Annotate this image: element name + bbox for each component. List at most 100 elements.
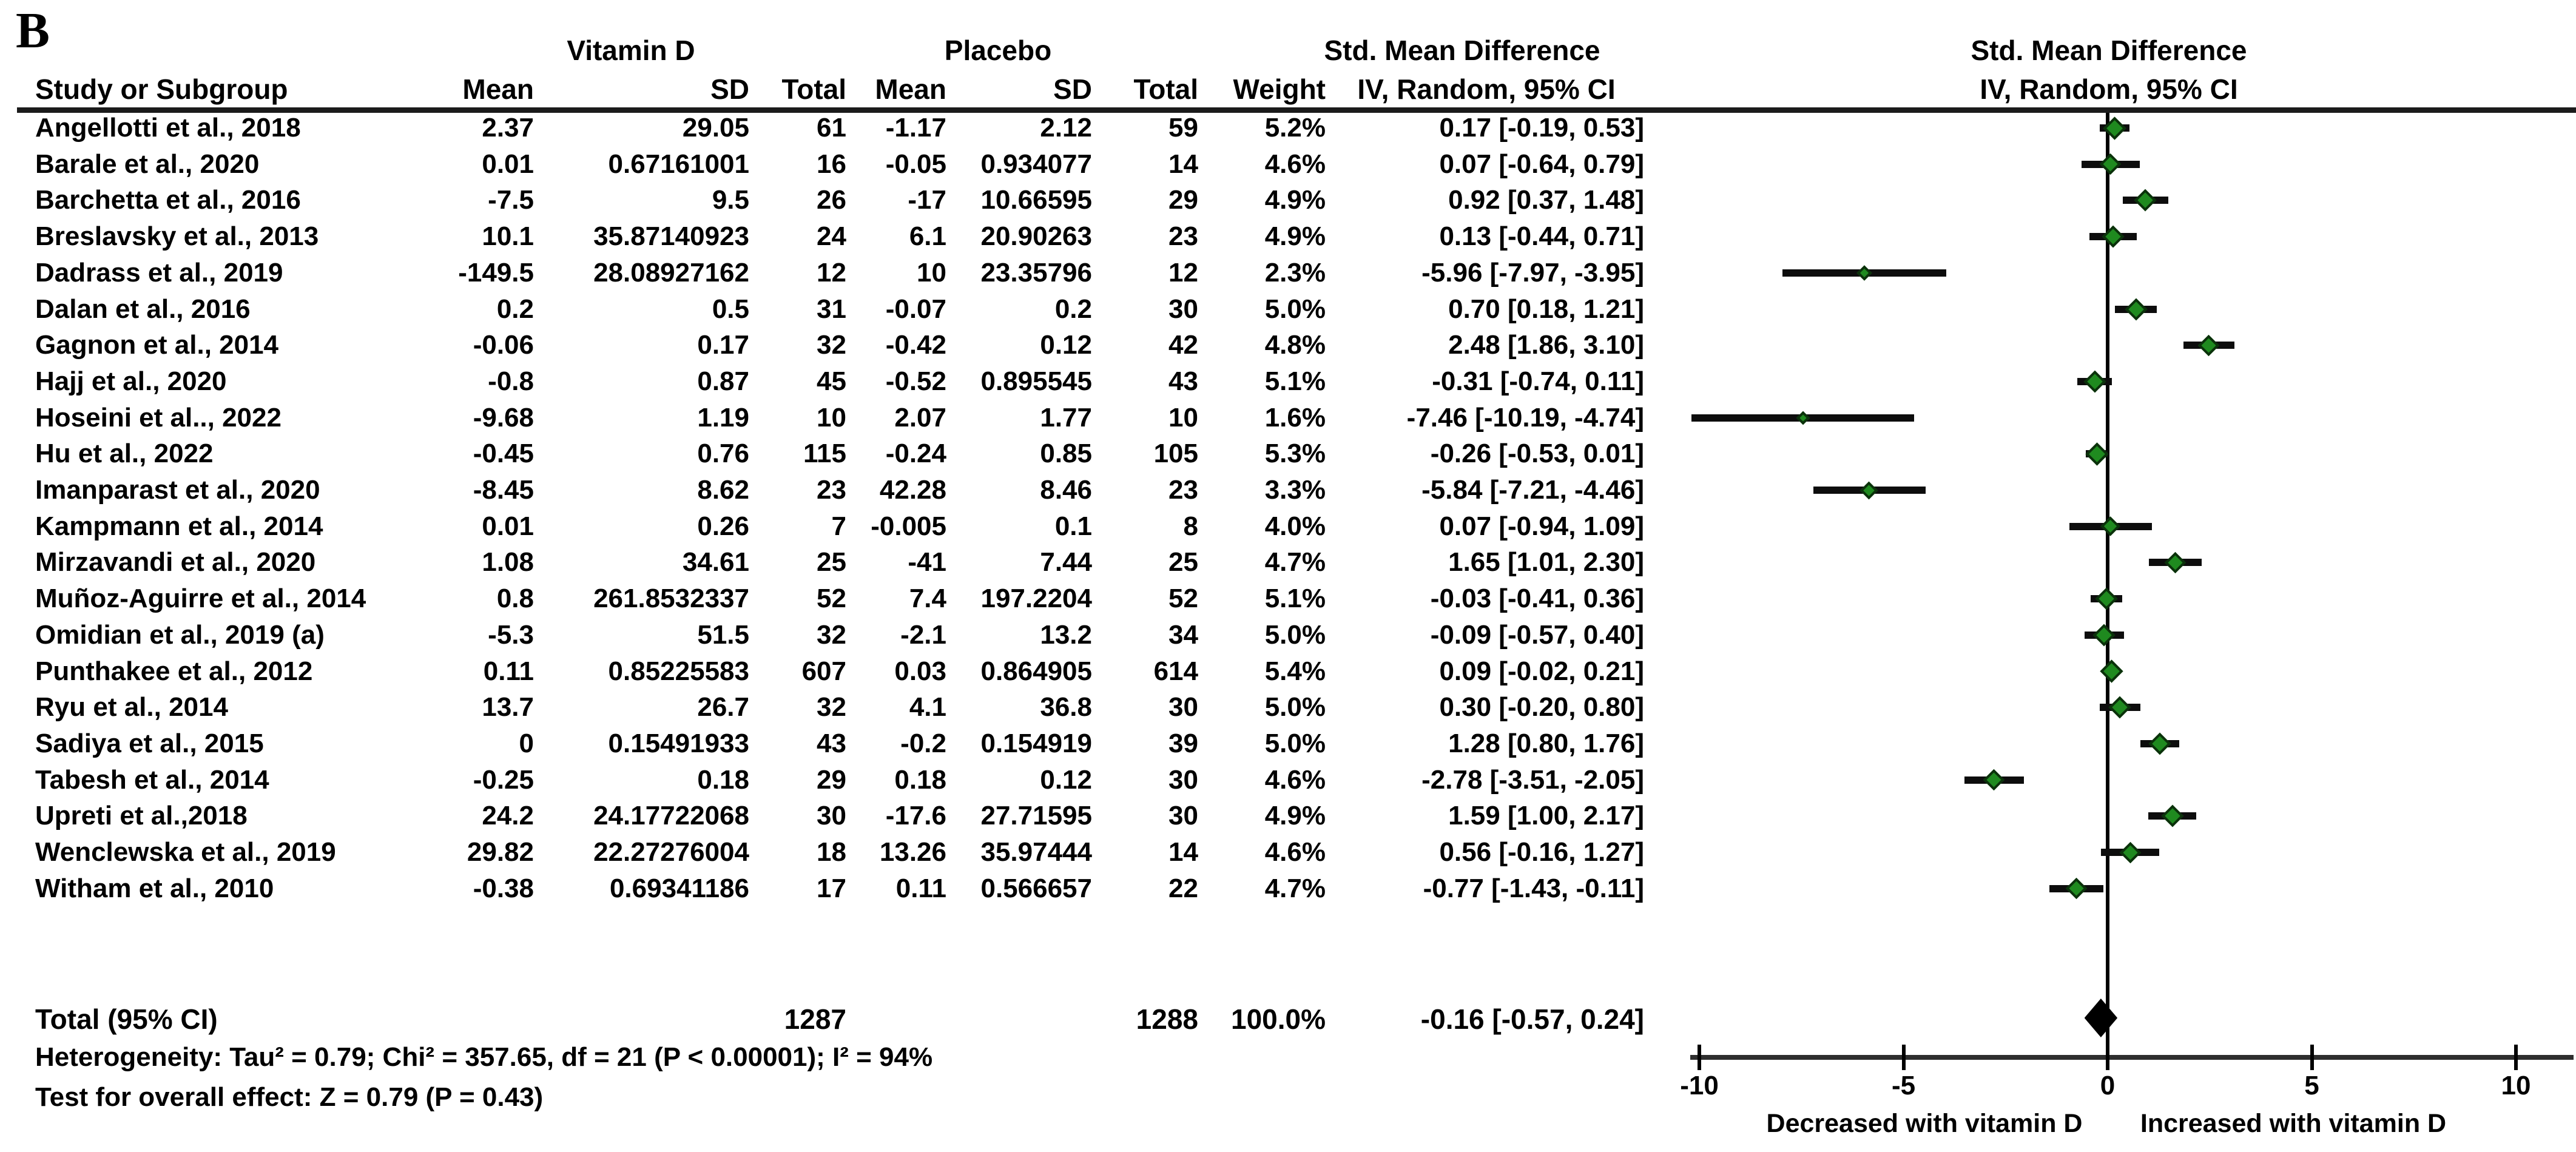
pl-total-cell: 59 bbox=[1168, 113, 1198, 143]
vd-total-cell: 16 bbox=[817, 149, 846, 179]
study-marker bbox=[1983, 769, 2005, 791]
vd-mean-header: Mean bbox=[462, 73, 534, 105]
study-marker bbox=[2134, 189, 2157, 212]
study-marker bbox=[2092, 624, 2116, 647]
pl-sd-cell: 20.90263 bbox=[980, 221, 1092, 252]
pl-total-cell: 22 bbox=[1168, 873, 1198, 903]
pl-sd-cell: 8.46 bbox=[1040, 475, 1092, 505]
pl-mean-cell: -0.2 bbox=[900, 728, 946, 758]
ci-text-cell: -0.26 [-0.53, 0.01] bbox=[1430, 439, 1644, 469]
vd-mean-cell: -0.8 bbox=[488, 366, 534, 396]
x-axis-tick-label: -10 bbox=[1680, 1071, 1719, 1100]
ci-text-cell: 1.28 [0.80, 1.76] bbox=[1448, 728, 1644, 758]
vd-mean-cell: 0 bbox=[519, 728, 534, 758]
ci-text-cell: -0.31 [-0.74, 0.11] bbox=[1432, 366, 1644, 396]
axis-note-decreased: Decreased with vitamin D bbox=[1766, 1109, 2083, 1138]
ci-text-cell: -0.09 [-0.57, 0.40] bbox=[1430, 619, 1644, 650]
vd-mean-cell: -8.45 bbox=[473, 475, 534, 505]
study-marker bbox=[2100, 153, 2122, 175]
pl-mean-header: Mean bbox=[875, 73, 946, 105]
pl-sd-cell: 1.77 bbox=[1040, 402, 1092, 433]
pl-mean-cell: -17.6 bbox=[885, 801, 946, 831]
study-marker bbox=[2164, 551, 2186, 574]
vd-mean-cell: -7.5 bbox=[488, 185, 534, 215]
pl-mean-cell: 0.11 bbox=[895, 873, 946, 903]
pl-sd-cell: 0.1 bbox=[1054, 511, 1092, 541]
vd-mean-cell: -149.5 bbox=[458, 257, 534, 288]
weight-cell: 2.3% bbox=[1264, 257, 1326, 288]
x-axis-tick-label: -5 bbox=[1891, 1071, 1916, 1100]
ci-text-cell: 0.92 [0.37, 1.48] bbox=[1448, 185, 1644, 215]
pl-mean-cell: -17 bbox=[908, 185, 946, 215]
pl-mean-cell: 4.1 bbox=[909, 692, 946, 723]
pl-total-cell: 42 bbox=[1168, 330, 1198, 360]
weight-cell: 5.0% bbox=[1264, 728, 1326, 758]
x-axis-tick-label: 5 bbox=[2304, 1071, 2319, 1100]
x-axis-line bbox=[1690, 1055, 2574, 1060]
x-axis-tick bbox=[2310, 1045, 2314, 1070]
weight-cell: 5.1% bbox=[1264, 584, 1326, 614]
pl-mean-cell: 7.4 bbox=[909, 584, 946, 614]
weight-cell: 4.9% bbox=[1264, 185, 1326, 215]
pl-sd-cell: 0.12 bbox=[1040, 330, 1092, 360]
study-marker bbox=[2198, 334, 2220, 356]
study-name-cell: Punthakee et al., 2012 bbox=[35, 656, 313, 686]
vd-mean-cell: 0.8 bbox=[496, 584, 534, 614]
x-axis-tick bbox=[2514, 1045, 2518, 1070]
vd-total-cell: 24 bbox=[817, 221, 846, 252]
ci-text-cell: 0.07 [-0.94, 1.09] bbox=[1439, 511, 1644, 541]
ci-text-cell: -5.84 [-7.21, -4.46] bbox=[1421, 475, 1644, 505]
pl-total-cell: 12 bbox=[1168, 257, 1198, 288]
study-name-cell: Witham et al., 2010 bbox=[35, 873, 274, 903]
axis-note-increased: Increased with vitamin D bbox=[2140, 1109, 2447, 1138]
ci-text-cell: 0.70 [0.18, 1.21] bbox=[1448, 294, 1644, 324]
vd-sd-cell: 0.85225583 bbox=[608, 656, 749, 686]
vd-mean-cell: 0.2 bbox=[496, 294, 534, 324]
study-column-header: Study or Subgroup bbox=[35, 73, 288, 105]
vd-total-cell: 43 bbox=[817, 728, 846, 758]
study-marker bbox=[1856, 265, 1872, 281]
study-name-cell: Dalan et al., 2016 bbox=[35, 294, 251, 324]
pl-total-cell: 30 bbox=[1168, 801, 1198, 831]
vd-total-cell: 52 bbox=[817, 584, 846, 614]
vd-mean-cell: 2.37 bbox=[482, 113, 534, 143]
vd-total-cell: 32 bbox=[817, 330, 846, 360]
study-marker bbox=[2065, 878, 2087, 900]
total-ci-text: -0.16 [-0.57, 0.24] bbox=[1420, 1003, 1644, 1035]
weight-cell: 3.3% bbox=[1264, 475, 1326, 505]
study-marker bbox=[2085, 442, 2109, 466]
pl-mean-cell: -0.52 bbox=[885, 366, 946, 396]
ci-text-cell: 0.56 [-0.16, 1.27] bbox=[1439, 837, 1644, 867]
pl-total-cell: 39 bbox=[1168, 728, 1198, 758]
ci-text-cell: 0.30 [-0.20, 0.80] bbox=[1439, 692, 1644, 723]
vd-sd-cell: 51.5 bbox=[697, 619, 749, 650]
ci-text-cell: 0.07 [-0.64, 0.79] bbox=[1439, 149, 1644, 179]
vd-mean-cell: 29.82 bbox=[467, 837, 534, 867]
study-name-cell: Breslavsky et al., 2013 bbox=[35, 221, 319, 252]
pl-total-cell: 29 bbox=[1168, 185, 1198, 215]
plot-subtitle: IV, Random, 95% CI bbox=[1980, 73, 2238, 105]
study-marker bbox=[2148, 732, 2171, 755]
zero-reference-line bbox=[2106, 113, 2109, 1060]
weight-cell: 5.1% bbox=[1264, 366, 1326, 396]
vd-sd-cell: 0.5 bbox=[712, 294, 749, 324]
vd-sd-cell: 28.08927162 bbox=[593, 257, 749, 288]
vd-sd-header: SD bbox=[710, 73, 749, 105]
study-name-cell: Mirzavandi et al., 2020 bbox=[35, 547, 316, 578]
ci-text-cell: -2.78 [-3.51, -2.05] bbox=[1421, 764, 1644, 795]
weight-cell: 5.0% bbox=[1264, 619, 1326, 650]
pl-mean-cell: -41 bbox=[908, 547, 946, 578]
x-axis-tick-label: 0 bbox=[2100, 1071, 2116, 1100]
study-marker bbox=[2095, 587, 2118, 610]
vd-mean-cell: 0.11 bbox=[483, 656, 534, 686]
vd-total-cell: 45 bbox=[817, 366, 846, 396]
smd-column-subtitle: IV, Random, 95% CI bbox=[1357, 73, 1616, 105]
heterogeneity-text: Heterogeneity: Tau² = 0.79; Chi² = 357.6… bbox=[35, 1042, 933, 1072]
x-axis-tick bbox=[2106, 1045, 2109, 1070]
study-marker bbox=[2161, 804, 2184, 827]
weight-cell: 4.6% bbox=[1264, 149, 1326, 179]
vd-sd-cell: 261.8532337 bbox=[593, 584, 749, 614]
study-name-cell: Barchetta et al., 2016 bbox=[35, 185, 301, 215]
pl-sd-cell: 0.85 bbox=[1040, 439, 1092, 469]
pl-total-cell: 614 bbox=[1153, 656, 1198, 686]
